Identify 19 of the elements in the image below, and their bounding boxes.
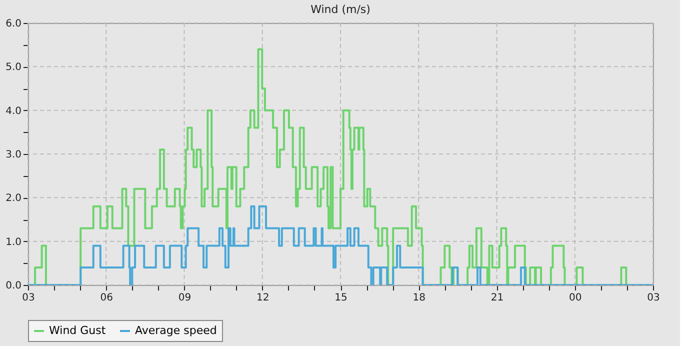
- x-tick-label: 09: [178, 292, 192, 304]
- x-tick-label: 06: [100, 292, 113, 304]
- chart-title: Wind (m/s): [310, 3, 370, 16]
- x-tick-label: 03: [22, 292, 35, 304]
- y-tick-label: 5.0: [6, 62, 22, 74]
- x-tick-label: 03: [647, 292, 660, 304]
- y-tick-label: 6.0: [6, 18, 22, 30]
- x-tick-label: 00: [569, 292, 582, 304]
- legend-label: Average speed: [135, 324, 217, 337]
- x-tick-label: 12: [256, 292, 270, 304]
- y-tick-label: 0.0: [6, 280, 22, 292]
- x-tick-label: 21: [490, 292, 504, 304]
- y-tick-label: 4.0: [6, 106, 22, 117]
- x-tick-label: 15: [334, 292, 348, 304]
- y-tick-label: 1.0: [6, 236, 22, 248]
- x-tick-label: 18: [412, 292, 426, 304]
- y-tick-label: 3.0: [6, 150, 22, 160]
- legend-label: Wind Gust: [49, 324, 106, 337]
- y-tick-label: 2.0: [6, 193, 22, 204]
